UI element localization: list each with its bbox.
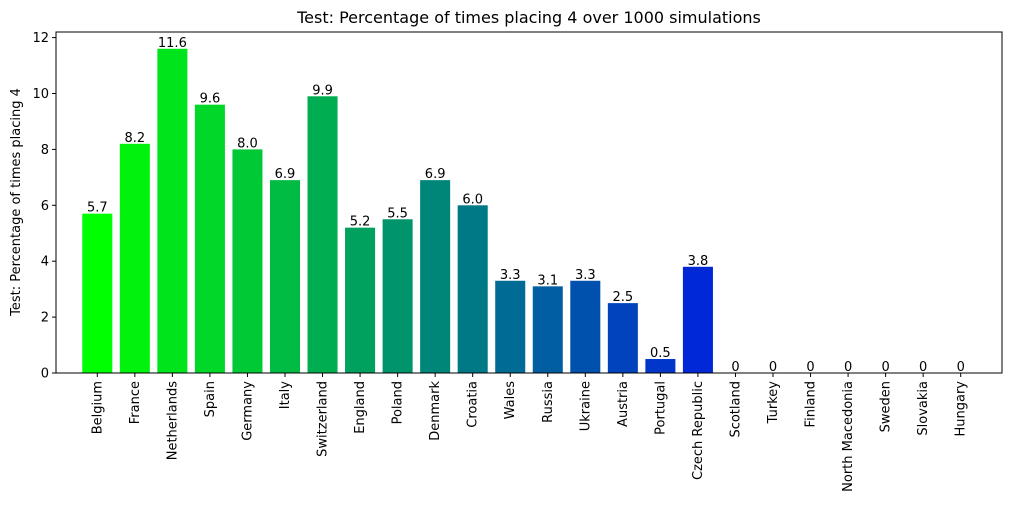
bar-value-label: 6.9 bbox=[275, 167, 296, 182]
bar-austria bbox=[607, 303, 638, 373]
bar-value-label: 2.5 bbox=[613, 290, 634, 305]
bar-italy bbox=[269, 180, 301, 373]
x-tick-label: Denmark bbox=[428, 381, 443, 441]
y-tick-label: 12 bbox=[32, 31, 49, 46]
bar-switzerland bbox=[307, 96, 338, 373]
bar-value-label: 11.6 bbox=[158, 36, 187, 51]
x-tick-label: Croatia bbox=[466, 381, 481, 428]
x-tick-label: Scotland bbox=[728, 381, 743, 438]
bar-czech-republic bbox=[682, 266, 713, 373]
bars-group bbox=[82, 48, 713, 374]
bar-croatia bbox=[457, 205, 488, 373]
bar-netherlands bbox=[157, 48, 188, 373]
x-tick-label: Spain bbox=[203, 381, 218, 417]
bar-england bbox=[345, 227, 376, 373]
bar-value-label: 0 bbox=[731, 360, 739, 375]
x-tick-label: Russia bbox=[541, 381, 556, 423]
x-tick-label: Finland bbox=[804, 381, 819, 427]
bar-value-label: 5.5 bbox=[387, 206, 408, 221]
y-axis-ticks: 0 2 4 6 8 10 12 bbox=[32, 31, 56, 382]
y-tick-label: 6 bbox=[41, 199, 49, 214]
y-axis-label: Test: Percentage of times placing 4 bbox=[9, 88, 24, 317]
bar-belgium bbox=[82, 213, 113, 373]
bar-value-label: 3.3 bbox=[500, 268, 521, 283]
x-tick-label: Poland bbox=[391, 381, 406, 424]
x-tick-label: Hungary bbox=[954, 381, 969, 437]
bar-value-label: 0 bbox=[844, 360, 852, 375]
bar-value-label: 9.6 bbox=[200, 92, 221, 107]
bar-denmark bbox=[420, 180, 451, 373]
y-tick-label: 8 bbox=[41, 143, 49, 158]
bar-value-label: 0 bbox=[957, 360, 965, 375]
x-tick-label: Czech Republic bbox=[691, 381, 706, 480]
x-tick-label: Sweden bbox=[879, 381, 894, 432]
bar-value-label: 6.0 bbox=[462, 192, 483, 207]
y-tick-label: 2 bbox=[41, 311, 49, 326]
bar-value-label: 3.1 bbox=[537, 273, 558, 288]
x-tick-label: Netherlands bbox=[165, 381, 180, 460]
x-tick-label: England bbox=[353, 381, 368, 434]
bar-russia bbox=[532, 286, 563, 373]
bar-value-label: 5.7 bbox=[87, 201, 108, 216]
bar-value-label: 6.9 bbox=[425, 167, 446, 182]
y-tick-label: 4 bbox=[41, 255, 49, 270]
chart-title: Test: Percentage of times placing 4 over… bbox=[296, 8, 761, 27]
bar-poland bbox=[382, 219, 413, 373]
bar-value-label: 0.5 bbox=[650, 346, 671, 361]
bar-portugal bbox=[645, 359, 676, 373]
x-tick-label: France bbox=[128, 381, 143, 424]
plot-frame bbox=[55, 31, 1003, 374]
bar-value-label: 0 bbox=[919, 360, 927, 375]
x-tick-label: Ukraine bbox=[578, 381, 593, 431]
bar-value-labels: 5.7 8.2 11.6 9.6 8.0 6.9 9.9 5.2 5.5 6.9 6.0 3.3 3.1… bbox=[87, 36, 965, 375]
bar-value-label: 0 bbox=[881, 360, 889, 375]
bar-value-label: 3.3 bbox=[575, 268, 596, 283]
bar-value-label: 8.2 bbox=[124, 131, 145, 146]
x-tick-label: Germany bbox=[240, 381, 255, 441]
x-tick-label: Belgium bbox=[90, 381, 105, 434]
x-tick-label: Italy bbox=[278, 381, 293, 410]
bar-wales bbox=[495, 280, 526, 373]
bar-spain bbox=[194, 104, 225, 374]
x-tick-label: Wales bbox=[503, 381, 518, 420]
bar-value-label: 9.9 bbox=[312, 83, 333, 98]
y-tick-label: 0 bbox=[41, 367, 49, 382]
bar-value-label: 0 bbox=[769, 360, 777, 375]
x-axis-ticks: Belgium France Netherlands Spain Germany Ital… bbox=[90, 373, 969, 492]
x-tick-label: Austria bbox=[616, 381, 631, 427]
bar-ukraine bbox=[570, 280, 601, 373]
y-tick-label: 10 bbox=[32, 87, 49, 102]
x-tick-label: Turkey bbox=[766, 381, 781, 425]
bar-germany bbox=[232, 149, 263, 373]
x-tick-label: Slovakia bbox=[916, 381, 931, 436]
bar-value-label: 3.8 bbox=[688, 254, 709, 269]
bar-value-label: 0 bbox=[806, 360, 814, 375]
bar-france bbox=[119, 143, 150, 373]
x-tick-label: Switzerland bbox=[316, 381, 331, 457]
bar-value-label: 5.2 bbox=[350, 215, 371, 230]
x-tick-label: Portugal bbox=[653, 381, 668, 435]
x-tick-label: North Macedonia bbox=[841, 381, 856, 492]
bar-value-label: 8.0 bbox=[237, 136, 258, 151]
